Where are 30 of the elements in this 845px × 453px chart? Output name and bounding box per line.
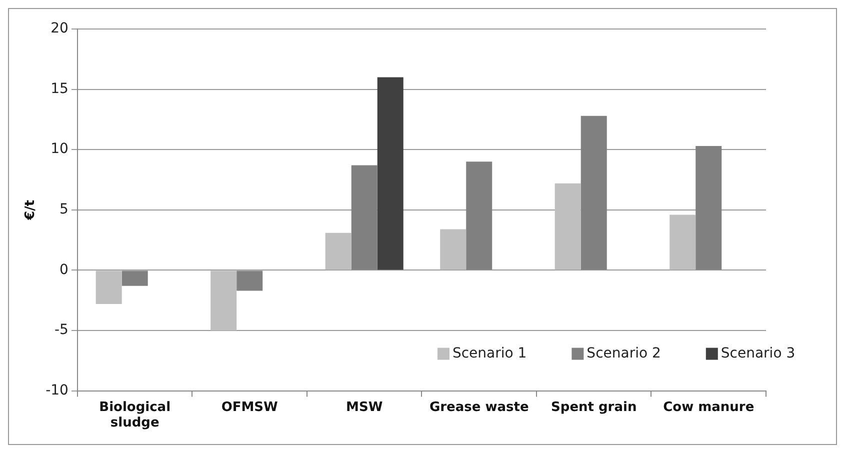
y-tick-label: 15	[50, 80, 68, 97]
y-tick-label: -10	[46, 382, 68, 398]
x-tick-label: Grease waste	[429, 400, 529, 415]
y-tick-label: 20	[50, 20, 68, 37]
legend-label: Scenario 2	[586, 345, 661, 362]
y-tick-label: -5	[54, 322, 68, 338]
y-tick-label: 5	[60, 202, 68, 218]
bar	[96, 270, 122, 304]
bar	[580, 116, 607, 270]
bar	[466, 162, 492, 270]
bar	[377, 77, 404, 270]
bar	[122, 270, 148, 286]
y-axis-title: €/t	[23, 200, 38, 221]
bar	[670, 214, 696, 270]
x-tick-label: MSW	[346, 400, 383, 415]
x-tick-label: OFMSW	[221, 400, 278, 415]
bar	[325, 232, 352, 270]
bar	[351, 165, 378, 270]
y-tick-label: 10	[50, 141, 68, 158]
x-tick-label: Spent grain	[551, 400, 637, 415]
x-tick-label: Biological sludge	[99, 400, 171, 431]
bar	[554, 183, 581, 270]
y-tick-label: 0	[60, 262, 68, 278]
bar	[236, 270, 263, 291]
bar	[696, 146, 722, 270]
x-tick-label: Cow manure	[663, 400, 754, 415]
bar	[210, 270, 237, 330]
legend-label: Scenario 3	[720, 345, 796, 362]
legend-label: Scenario 1	[452, 345, 527, 362]
bar	[440, 229, 466, 270]
